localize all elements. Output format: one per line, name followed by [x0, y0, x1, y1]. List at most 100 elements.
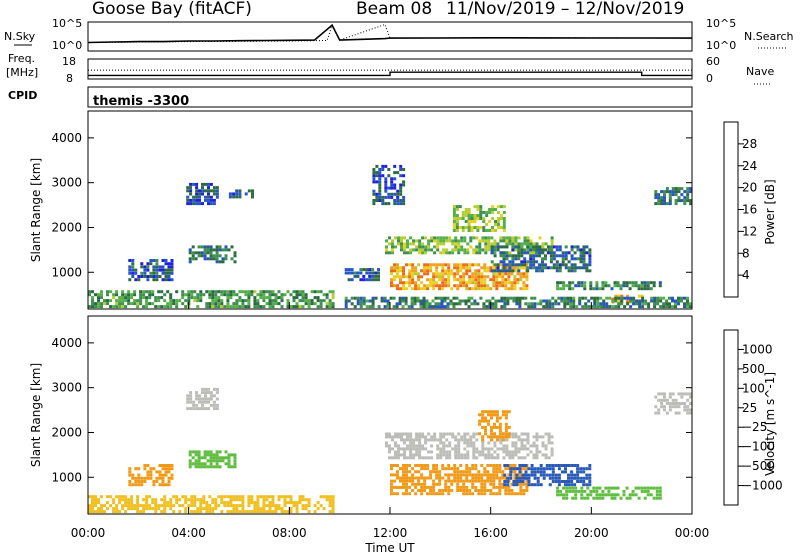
- heatmap-cell: [217, 299, 221, 303]
- heatmap-cell: [496, 263, 500, 267]
- heatmap-cell: [133, 290, 137, 294]
- heatmap-cell: [206, 245, 210, 249]
- heatmap-cell: [619, 287, 623, 291]
- heatmap-cell: [331, 504, 335, 508]
- heatmap-cell: [390, 195, 394, 199]
- heatmap-cell: [397, 239, 400, 243]
- heatmap-cell: [658, 496, 662, 500]
- heatmap-cell: [190, 510, 194, 514]
- heatmap-cell: [523, 438, 527, 442]
- heatmap-cell: [446, 302, 450, 306]
- heatmap-cell: [372, 189, 376, 193]
- heatmap-cell: [583, 281, 587, 285]
- heatmap-cell: [247, 299, 251, 303]
- heatmap-cell: [198, 202, 201, 206]
- heatmap-cell: [440, 305, 444, 309]
- heatmap-cell: [518, 305, 522, 309]
- heatmap-cell: [555, 248, 559, 252]
- heatmap-cell: [262, 504, 266, 508]
- heatmap-cell: [436, 438, 440, 442]
- heatmap-cell: [654, 190, 658, 194]
- heatmap-cell: [154, 507, 158, 511]
- heatmap-cell: [149, 467, 153, 471]
- heatmap-cell: [217, 290, 221, 294]
- heatmap-cell: [161, 464, 165, 467]
- heatmap-cell: [532, 242, 536, 246]
- heatmap-cell: [235, 504, 239, 508]
- heatmap-cell: [502, 217, 506, 220]
- heatmap-cell: [151, 498, 155, 502]
- heatmap-cell: [265, 498, 269, 502]
- heatmap-cell: [450, 482, 454, 486]
- heatmap-cell: [588, 248, 592, 252]
- heatmap-cell: [483, 473, 487, 477]
- heatmap-cell: [411, 476, 415, 480]
- heatmap-cell: [316, 305, 320, 309]
- heatmap-cell: [472, 444, 476, 448]
- heatmap-cell: [393, 278, 396, 282]
- heatmap-cell: [518, 470, 522, 474]
- heatmap-cell: [274, 293, 278, 297]
- heatmap-cell: [167, 476, 171, 480]
- heatmap-cell: [466, 441, 470, 445]
- heatmap-cell: [232, 192, 236, 196]
- heatmap-cell: [394, 453, 397, 457]
- heatmap-cell: [365, 268, 369, 272]
- heatmap-cell: [677, 392, 681, 396]
- heatmap-cell: [136, 501, 140, 505]
- heatmap-cell: [588, 464, 592, 467]
- heatmap-cell: [164, 483, 168, 487]
- heatmap-cell: [169, 296, 173, 300]
- heatmap-cell: [195, 391, 199, 395]
- heatmap-cell: [583, 287, 587, 291]
- heatmap-cell: [658, 281, 662, 285]
- heatmap-cell: [471, 476, 475, 480]
- power-ytick-label: 3000: [51, 176, 82, 190]
- heatmap-cell: [393, 284, 396, 288]
- heatmap-cell: [106, 507, 109, 511]
- heatmap-cell: [473, 214, 477, 217]
- heatmap-cell: [466, 242, 470, 246]
- heatmap-cell: [620, 302, 624, 306]
- heatmap-cell: [571, 496, 575, 500]
- heatmap-cell: [632, 302, 636, 306]
- heatmap-cell: [232, 195, 236, 199]
- heatmap-cell: [520, 251, 524, 255]
- heatmap-cell: [544, 242, 548, 246]
- power-colorbar-tick-label: 20: [742, 181, 757, 195]
- heatmap-cell: [331, 495, 335, 499]
- heatmap-cell: [268, 495, 272, 499]
- heatmap-cell: [484, 410, 487, 414]
- heatmap-cell: [106, 299, 109, 303]
- heatmap-cell: [211, 302, 215, 306]
- heatmap-cell: [241, 305, 245, 309]
- heatmap-cell: [201, 400, 204, 404]
- heatmap-cell: [362, 274, 366, 278]
- heatmap-cell: [235, 195, 239, 199]
- heatmap-cell: [511, 257, 515, 261]
- x-tick-label: 16:00: [473, 526, 508, 540]
- heatmap-cell: [137, 483, 141, 487]
- heatmap-cell: [529, 242, 533, 246]
- heatmap-cell: [212, 407, 216, 411]
- heatmap-cell: [513, 492, 517, 496]
- heatmap-cell: [457, 248, 461, 252]
- heatmap-cell: [487, 245, 491, 249]
- heatmap-cell: [492, 278, 496, 282]
- heatmap-cell: [214, 498, 218, 502]
- heatmap-cell: [229, 495, 233, 499]
- heatmap-cell: [235, 293, 239, 297]
- heatmap-cell: [172, 495, 176, 499]
- heatmap-cell: [207, 391, 210, 395]
- heatmap-cell: [400, 248, 403, 252]
- freq-left-label-2: [MHz]: [6, 66, 38, 79]
- heatmap-cell: [491, 305, 495, 309]
- heatmap-cell: [523, 444, 527, 448]
- heatmap-cell: [549, 257, 553, 261]
- heatmap-cell: [475, 447, 479, 451]
- heatmap-cell: [448, 441, 452, 445]
- heatmap-cell: [481, 447, 485, 451]
- heatmap-cell: [118, 296, 122, 300]
- heatmap-cell: [423, 269, 427, 273]
- heatmap-cell: [464, 299, 468, 303]
